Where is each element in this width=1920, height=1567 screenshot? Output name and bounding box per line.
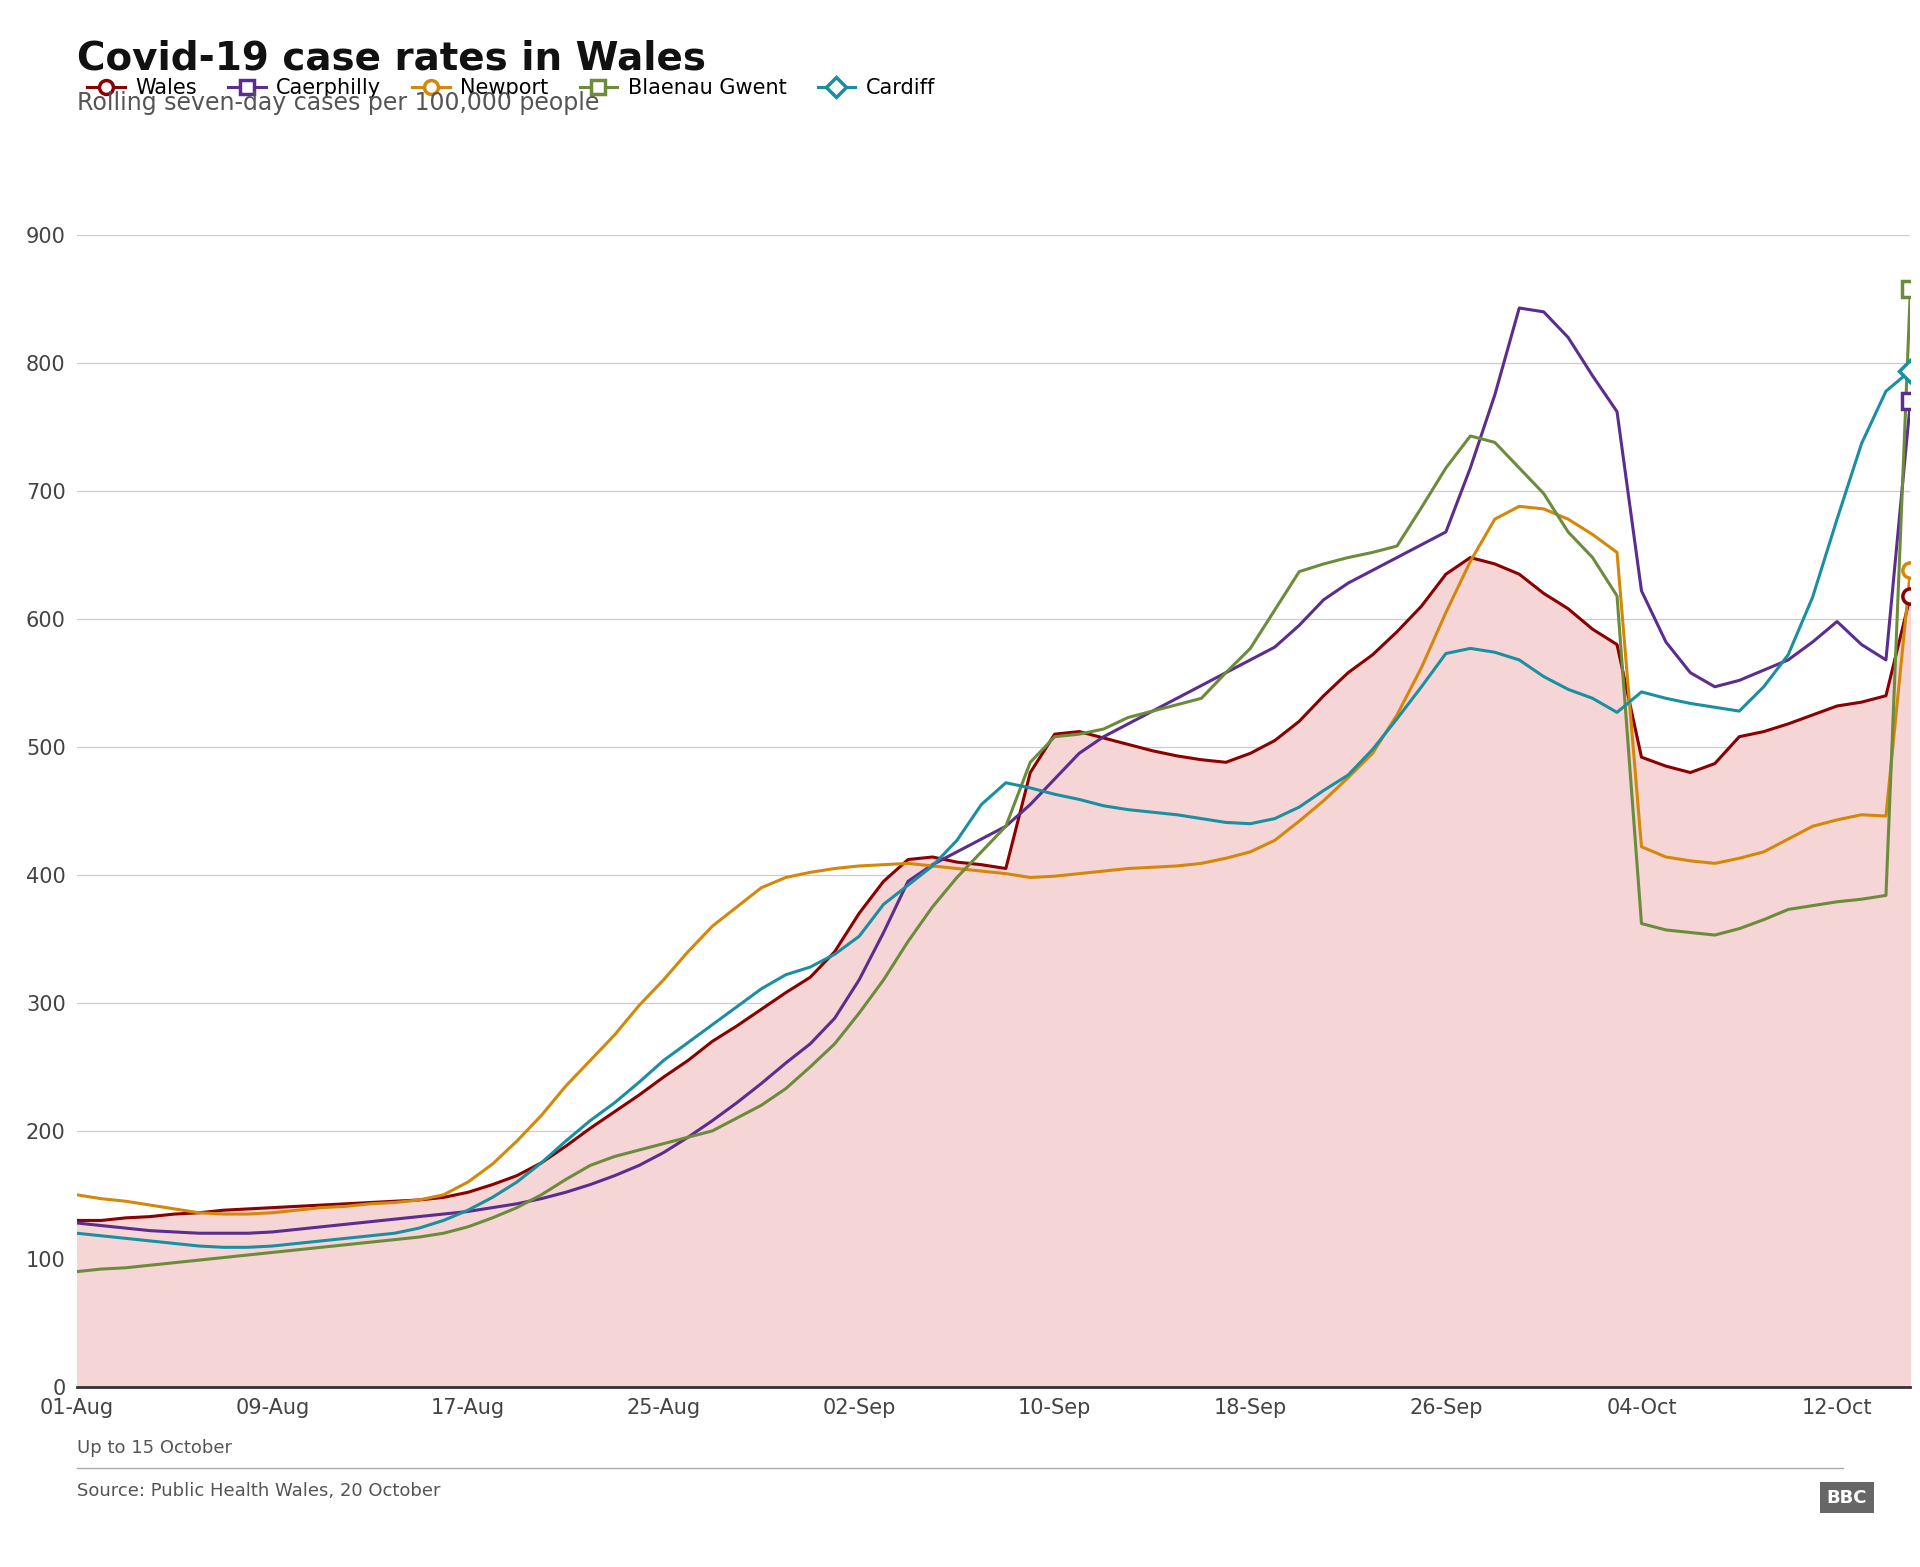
Text: Covid-19 case rates in Wales: Covid-19 case rates in Wales	[77, 39, 707, 77]
Text: BBC: BBC	[1826, 1489, 1868, 1506]
Text: Source: Public Health Wales, 20 October: Source: Public Health Wales, 20 October	[77, 1482, 440, 1500]
Text: Rolling seven-day cases per 100,000 people: Rolling seven-day cases per 100,000 peop…	[77, 91, 599, 114]
Text: Up to 15 October: Up to 15 October	[77, 1439, 232, 1456]
Legend: Wales, Caerphilly, Newport, Blaenau Gwent, Cardiff: Wales, Caerphilly, Newport, Blaenau Gwen…	[86, 78, 935, 99]
